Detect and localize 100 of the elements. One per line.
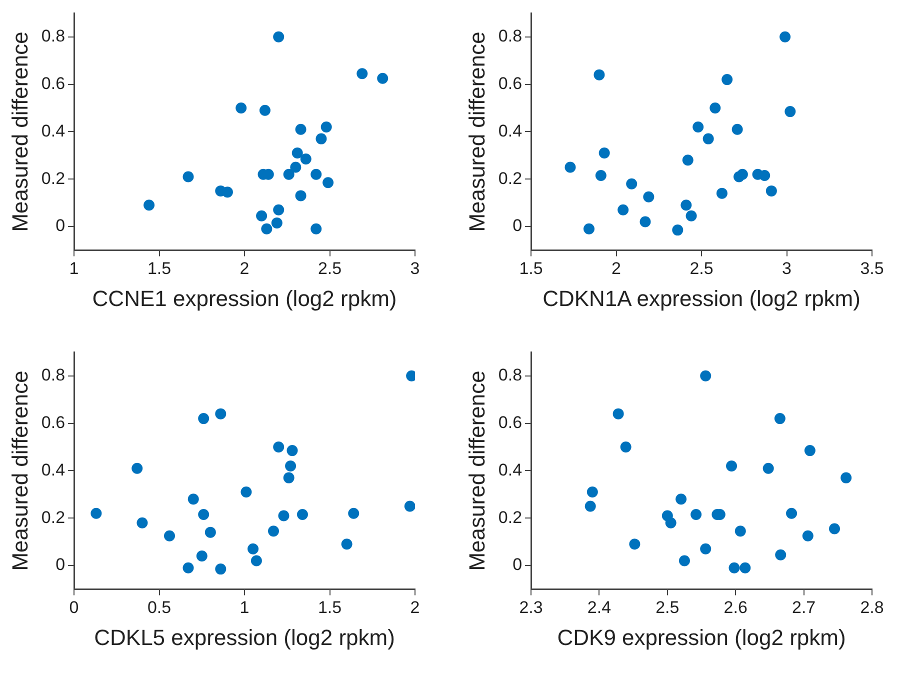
point <box>626 178 638 190</box>
point <box>736 168 748 180</box>
point <box>726 460 738 472</box>
point <box>144 200 155 211</box>
y-tick-label: 0 <box>512 216 522 236</box>
point <box>248 543 259 554</box>
point <box>136 517 148 528</box>
y-axis-title: Measured difference <box>7 370 32 571</box>
point <box>672 224 684 236</box>
point <box>292 148 303 159</box>
point <box>182 171 194 182</box>
y-tick-label: 0.6 <box>498 412 522 432</box>
x-tick-label: 0.5 <box>147 598 172 618</box>
point <box>598 148 610 159</box>
point <box>268 526 279 537</box>
point <box>377 72 388 84</box>
point <box>296 509 308 520</box>
point <box>700 370 712 382</box>
x-tick-label: 2.5 <box>656 598 680 618</box>
point <box>612 408 624 420</box>
point <box>295 190 306 202</box>
y-tick-label: 0.4 <box>498 121 522 140</box>
point <box>283 168 294 180</box>
point <box>188 494 199 505</box>
point <box>774 413 786 424</box>
point <box>620 442 632 452</box>
point <box>286 445 298 456</box>
x-tick-label: 2 <box>612 259 622 278</box>
point <box>640 216 651 228</box>
point <box>680 200 692 211</box>
y-tick-label: 0.2 <box>498 508 522 527</box>
x-axis-title: CCNE1 expression (log2 rpkm) <box>92 286 397 311</box>
point <box>182 562 194 574</box>
point <box>692 121 704 132</box>
y-tick-label: 0.4 <box>41 121 66 140</box>
point <box>618 204 629 216</box>
y-tick-label: 0.2 <box>41 508 66 527</box>
y-tick-label: 0.8 <box>41 366 66 385</box>
y-tick-label: 0.8 <box>498 26 522 46</box>
y-tick-label: 0.2 <box>498 168 522 188</box>
point <box>594 69 605 80</box>
point <box>678 555 690 566</box>
point <box>786 508 798 519</box>
y-axis-title: Measured difference <box>464 32 490 232</box>
point <box>348 508 360 519</box>
point <box>676 494 687 505</box>
point <box>300 153 312 164</box>
point <box>259 104 270 116</box>
x-axis-title: CDK9 expression (log2 rpkm) <box>557 624 846 650</box>
point <box>584 500 596 512</box>
x-tick-label: 2.5 <box>318 259 342 278</box>
point <box>283 472 294 484</box>
point <box>722 74 733 86</box>
point <box>840 472 852 484</box>
x-tick-label: 2.3 <box>519 598 543 618</box>
x-tick-label: 2 <box>410 598 420 618</box>
point <box>690 509 702 520</box>
y-axis-title: Measured difference <box>7 32 32 232</box>
x-tick-label: 2.4 <box>587 598 612 618</box>
point <box>716 188 728 199</box>
point <box>295 124 306 135</box>
point <box>90 508 102 519</box>
point <box>273 31 284 42</box>
point <box>250 555 262 566</box>
y-tick-label: 0.8 <box>498 366 522 385</box>
x-axis-title: CDKN1A expression (log2 rpkm) <box>542 286 860 311</box>
point <box>164 530 176 542</box>
point <box>740 562 751 574</box>
x-tick-label: 1.5 <box>147 259 172 278</box>
y-tick-label: 0 <box>512 555 522 574</box>
point <box>784 106 796 118</box>
point <box>240 486 252 498</box>
x-tick-label: 2.5 <box>690 259 714 278</box>
point <box>762 462 774 474</box>
y-axis-title: Measured difference <box>464 370 490 571</box>
point <box>710 102 721 114</box>
point <box>198 413 210 424</box>
point <box>732 124 743 135</box>
point <box>775 549 786 560</box>
point <box>316 133 327 144</box>
x-tick-label: 0 <box>69 598 79 618</box>
x-tick-label: 3 <box>782 259 792 278</box>
point <box>215 564 226 575</box>
point <box>256 210 268 222</box>
point <box>273 204 284 216</box>
point <box>341 538 352 550</box>
x-tick-label: 3 <box>410 259 420 278</box>
point <box>132 462 143 474</box>
point <box>665 517 676 528</box>
point <box>702 133 714 144</box>
point <box>643 191 654 202</box>
y-tick-label: 0.8 <box>41 26 66 46</box>
point <box>236 102 247 114</box>
point <box>780 31 791 42</box>
point <box>273 442 284 452</box>
point <box>322 177 334 188</box>
point <box>278 510 290 522</box>
point <box>734 526 746 537</box>
point <box>700 543 712 554</box>
x-tick-label: 1.5 <box>318 598 342 618</box>
